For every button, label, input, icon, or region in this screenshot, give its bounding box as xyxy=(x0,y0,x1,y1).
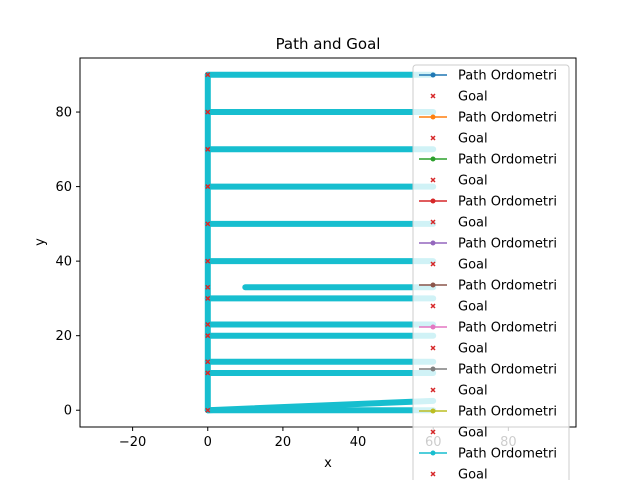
goal-marker-5 xyxy=(205,295,211,301)
y-tick-label-4: 80 xyxy=(55,106,72,121)
goal-marker-0 xyxy=(205,407,211,413)
legend-label-10: Path Ordometri xyxy=(458,279,557,294)
x-tick-label-2: 20 xyxy=(275,435,292,450)
legend-label-2: Path Ordometri xyxy=(458,111,557,126)
legend-entry-19: Goal xyxy=(430,468,488,480)
legend-label-14: Path Ordometri xyxy=(458,363,557,378)
legend-entry-6: Path Ordometri xyxy=(419,195,557,210)
goal-marker-1 xyxy=(205,370,211,376)
legend-entry-3: Goal xyxy=(430,132,488,147)
legend-entry-9: Goal xyxy=(430,258,488,273)
legend-entry-8: Path Ordometri xyxy=(419,237,557,252)
legend-label-8: Path Ordometri xyxy=(458,237,557,252)
x-tick-label-3: 40 xyxy=(350,435,367,450)
goal-marker-12 xyxy=(205,72,211,78)
goal-marker-7 xyxy=(205,258,211,264)
goal-marker-11 xyxy=(205,109,211,115)
x-tick-label-1: 0 xyxy=(204,435,212,450)
legend-entry-16: Path Ordometri xyxy=(419,405,557,420)
x-axis-label: x xyxy=(324,456,332,471)
y-axis: 0 20 40 60 80 xyxy=(55,106,80,419)
y-tick-label-2: 40 xyxy=(55,255,72,270)
legend-label-18: Path Ordometri xyxy=(458,447,557,462)
legend-label-6: Path Ordometri xyxy=(458,195,557,210)
goal-marker-10 xyxy=(205,146,211,152)
legend-entry-5: Goal xyxy=(430,174,488,189)
axes-frame xyxy=(79,57,577,428)
plot-area xyxy=(204,71,437,414)
legend-label-3: Goal xyxy=(458,132,488,147)
legend-label-9: Goal xyxy=(458,258,488,273)
chart-title: Path and Goal xyxy=(276,35,381,53)
legend-label-1: Goal xyxy=(458,90,488,105)
legend-box xyxy=(412,64,570,480)
legend-entry-13: Goal xyxy=(430,342,488,357)
legend-entry-1: Goal xyxy=(430,90,488,105)
x-tick-label-0: −20 xyxy=(119,435,146,450)
goal-marker-6 xyxy=(205,284,211,290)
legend: Path Ordometri Goal Path Ordometri Goal Path… xyxy=(412,64,570,480)
y-tick-label-3: 60 xyxy=(55,180,72,195)
legend-label-16: Path Ordometri xyxy=(458,405,557,420)
legend-label-15: Goal xyxy=(458,384,488,399)
legend-entry-4: Path Ordometri xyxy=(419,153,557,168)
legend-label-0: Path Ordometri xyxy=(458,69,557,84)
legend-entry-0: Path Ordometri xyxy=(419,69,557,84)
legend-label-19: Goal xyxy=(458,468,488,480)
legend-label-17: Goal xyxy=(458,426,488,441)
legend-label-13: Goal xyxy=(458,342,488,357)
y-tick-label-1: 20 xyxy=(55,329,72,344)
legend-entry-7: Goal xyxy=(430,216,488,231)
y-axis-label: y xyxy=(33,238,48,246)
goal-marker-3 xyxy=(205,333,211,339)
legend-label-11: Goal xyxy=(458,300,488,315)
goal-marker-8 xyxy=(205,221,211,227)
legend-entry-11: Goal xyxy=(430,300,488,315)
legend-entry-15: Goal xyxy=(430,384,488,399)
legend-entry-18: Path Ordometri xyxy=(419,447,557,462)
goal-marker-2 xyxy=(205,359,211,365)
legend-entry-12: Path Ordometri xyxy=(419,321,557,336)
legend-entry-14: Path Ordometri xyxy=(419,363,557,378)
legend-entry-17: Goal xyxy=(430,426,488,441)
legend-entry-2: Path Ordometri xyxy=(419,111,557,126)
legend-entry-10: Path Ordometri xyxy=(419,279,557,294)
y-tick-label-0: 0 xyxy=(64,404,72,419)
goal-marker-9 xyxy=(205,184,211,190)
legend-label-12: Path Ordometri xyxy=(458,321,557,336)
legend-label-7: Goal xyxy=(458,216,488,231)
goal-marker-4 xyxy=(205,321,211,328)
legend-label-4: Path Ordometri xyxy=(458,153,557,168)
legend-label-5: Goal xyxy=(458,174,488,189)
